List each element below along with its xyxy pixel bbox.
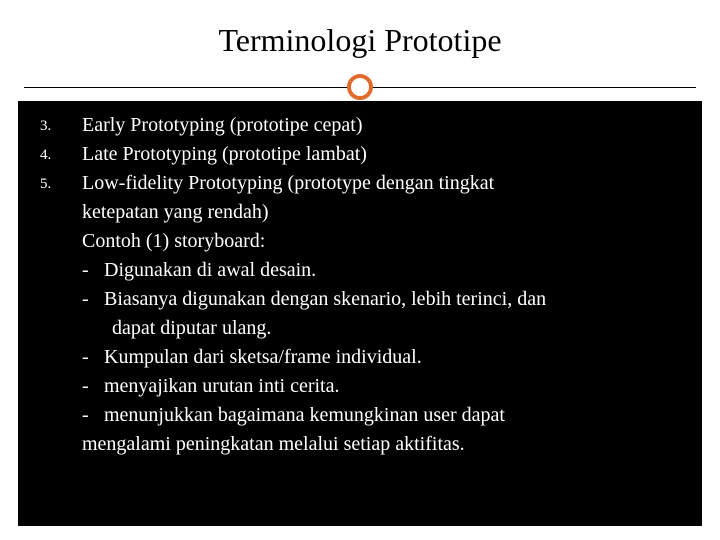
item-text: Early Prototyping (prototipe cepat) <box>82 111 680 140</box>
bullet-item: - menyajikan urutan inti cerita. <box>40 372 680 401</box>
dash-icon: - <box>82 343 104 372</box>
bullet-text: Kumpulan dari sketsa/frame individual. <box>104 343 680 372</box>
bullet-continuation: dapat diputar ulang. <box>40 314 680 343</box>
subheading: Contoh (1) storyboard: <box>40 227 680 256</box>
title-area: Terminologi Prototipe <box>0 0 720 67</box>
content-area: 3. Early Prototyping (prototipe cepat) 4… <box>18 101 702 526</box>
dash-icon: - <box>82 285 104 314</box>
bullet-item: - menunjukkan bagaimana kemungkinan user… <box>40 401 680 430</box>
list-item: 3. Early Prototyping (prototipe cepat) <box>40 111 680 140</box>
item-number: 5. <box>40 169 82 198</box>
list-item: 5. Low-fidelity Prototyping (prototype d… <box>40 169 680 198</box>
list-item: 4. Late Prototyping (prototipe lambat) <box>40 140 680 169</box>
item-continuation: ketepatan yang rendah) <box>40 198 680 227</box>
dash-icon: - <box>82 256 104 285</box>
slide-title: Terminologi Prototipe <box>20 22 700 59</box>
item-text: Late Prototyping (prototipe lambat) <box>82 140 680 169</box>
dash-icon: - <box>82 401 104 430</box>
item-number: 4. <box>40 140 82 169</box>
bullet-continuation: mengalami peningkatan melalui setiap akt… <box>40 430 680 459</box>
slide: Terminologi Prototipe 3. Early Prototypi… <box>0 0 720 540</box>
divider-circle-icon <box>347 74 373 100</box>
bullet-text: menyajikan urutan inti cerita. <box>104 372 680 401</box>
bullet-text: Biasanya digunakan dengan skenario, lebi… <box>104 285 680 314</box>
title-divider <box>24 73 696 101</box>
item-number: 3. <box>40 111 82 140</box>
bullet-item: - Digunakan di awal desain. <box>40 256 680 285</box>
bullet-text: menunjukkan bagaimana kemungkinan user d… <box>104 401 680 430</box>
bullet-text: Digunakan di awal desain. <box>104 256 680 285</box>
item-text: Low-fidelity Prototyping (prototype deng… <box>82 169 680 198</box>
bullet-item: - Biasanya digunakan dengan skenario, le… <box>40 285 680 314</box>
bullet-item: - Kumpulan dari sketsa/frame individual. <box>40 343 680 372</box>
dash-icon: - <box>82 372 104 401</box>
